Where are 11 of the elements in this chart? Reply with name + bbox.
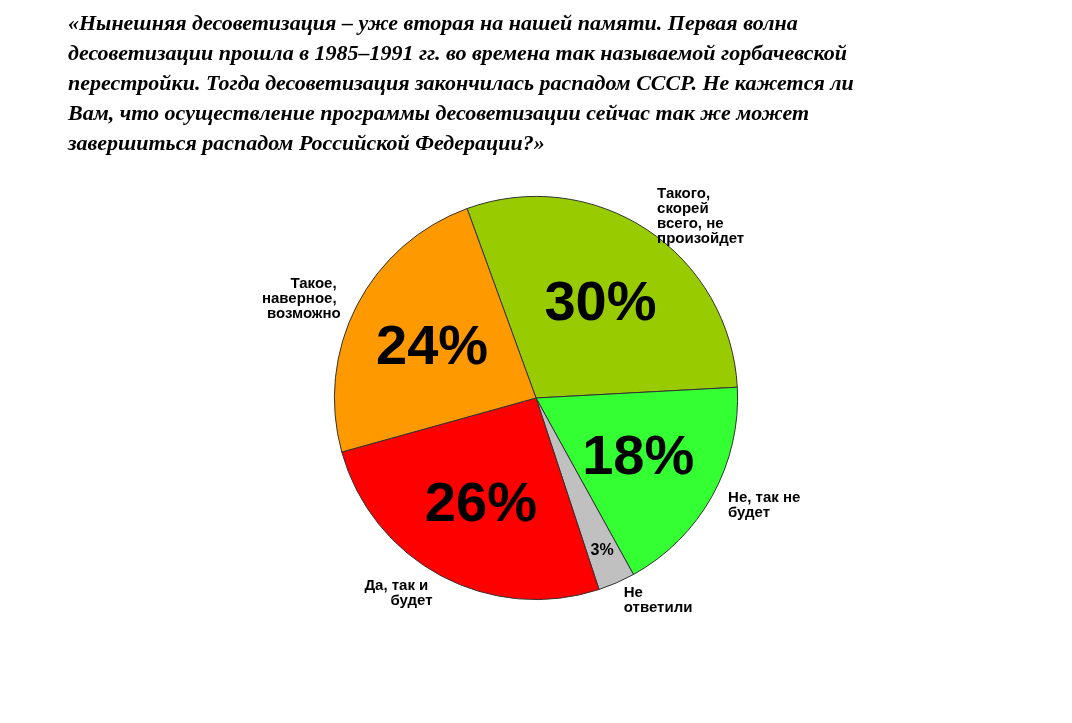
slice-label: Не, так не будет	[728, 488, 805, 521]
slice-label: Да, так и будет	[364, 575, 433, 608]
chart-title: «Нынешняя десоветизация – уже вторая на нашей памяти. Первая волна десоветизации прошла в 1985–1991 гг. во времена так называемой горбачевской перестройки. Тогда десоветизация закончилась распадом СССР. Не кажется ли Вам, что осуществление программы десоветизации сейчас так же может завершиться распадом Российской Федерации?»	[68, 9, 855, 157]
data-label: 30%	[544, 268, 657, 332]
slice-label: Такое, наверное, возможно	[261, 274, 341, 322]
data-label: 24%	[375, 313, 489, 376]
data-label: 18%	[582, 423, 695, 487]
slice-label: Такого, скорей всего, не произойдет	[657, 183, 745, 246]
data-label: 3%	[590, 541, 614, 559]
data-label: 26%	[424, 469, 537, 533]
slice-label: Не ответили	[623, 583, 693, 616]
